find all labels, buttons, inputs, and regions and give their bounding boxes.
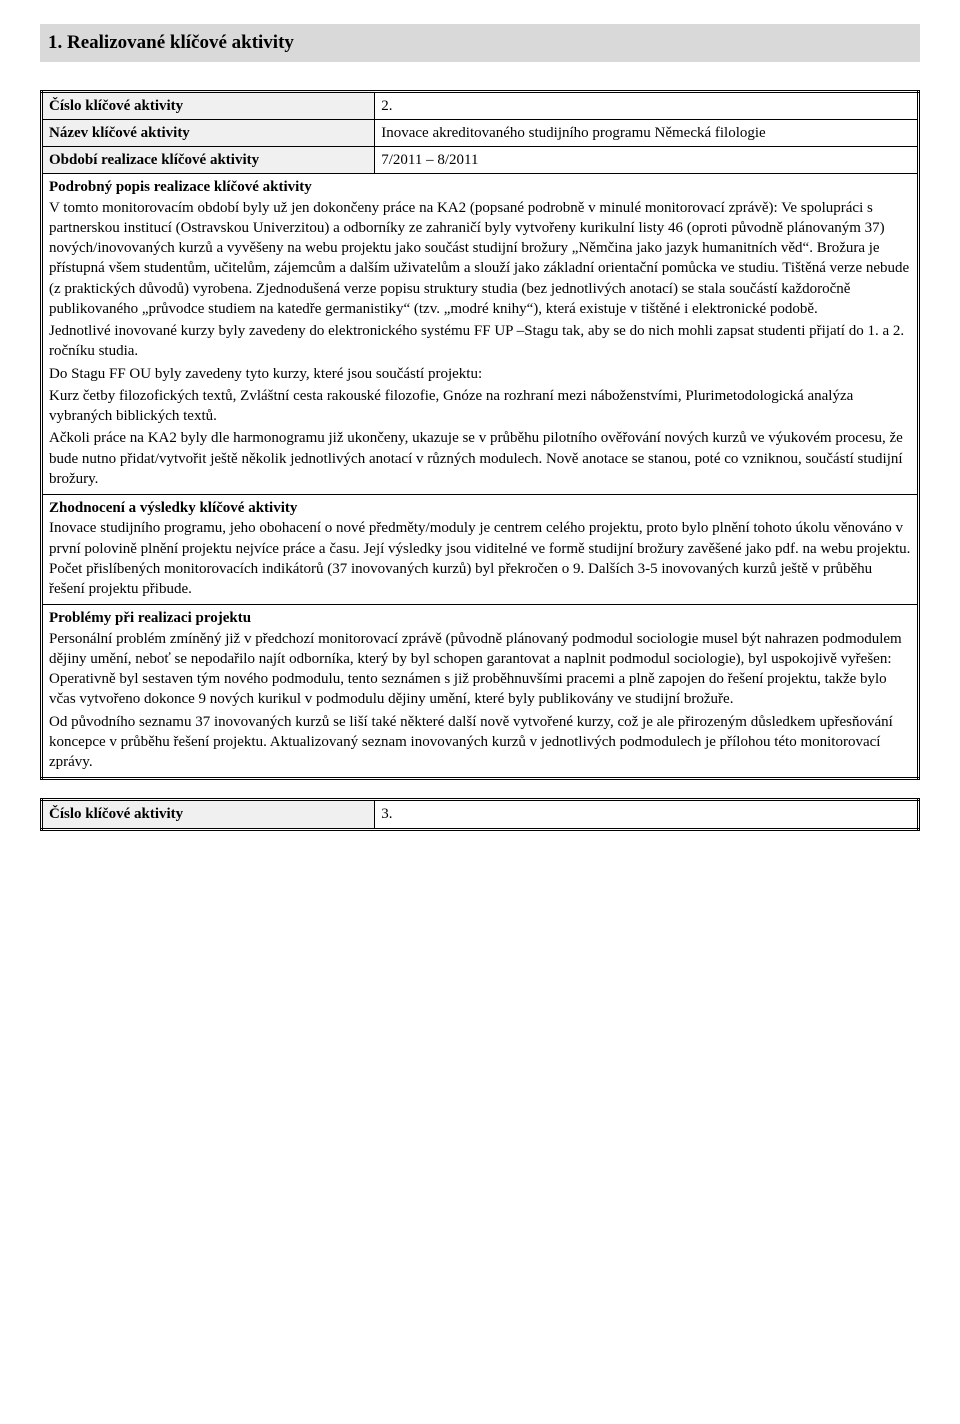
next-number-label: Číslo klíčové aktivity (42, 800, 375, 829)
problems-header: Problémy při realizaci projektu (49, 608, 911, 628)
detailed-paragraph: Do Stagu FF OU byly zavedeny tyto kurzy,… (49, 364, 911, 384)
evaluation-cell: Zhodnocení a výsledky klíčové aktivity I… (42, 495, 919, 605)
period-value: 7/2011 – 8/2011 (375, 147, 919, 174)
problems-cell: Problémy při realizaci projektu Personál… (42, 605, 919, 779)
activity-name-label: Název klíčové aktivity (42, 119, 375, 146)
period-label: Období realizace klíčové aktivity (42, 147, 375, 174)
detailed-description-cell: Podrobný popis realizace klíčové aktivit… (42, 174, 919, 495)
detailed-paragraph: Kurz četby filozofických textů, Zvláštní… (49, 386, 911, 427)
detailed-paragraph: Jednotlivé inovované kurzy byly zavedeny… (49, 321, 911, 362)
section-title: 1. Realizované klíčové aktivity (40, 24, 920, 62)
problems-paragraph: Od původního seznamu 37 inovovaných kurz… (49, 712, 911, 773)
next-number-value: 3. (375, 800, 919, 829)
detailed-paragraph: V tomto monitorovacím období byly už jen… (49, 198, 911, 320)
activity-name-value: Inovace akreditovaného studijního progra… (375, 119, 919, 146)
activity-number-label: Číslo klíčové aktivity (42, 91, 375, 119)
next-activity-row: Číslo klíčové aktivity 3. (40, 798, 920, 830)
eval-header: Zhodnocení a výsledky klíčové aktivity (49, 498, 911, 518)
problems-paragraph: Personální problém zmíněný již v předcho… (49, 629, 911, 710)
detailed-header: Podrobný popis realizace klíčové aktivit… (49, 177, 911, 197)
detailed-paragraph: Ačkoli práce na KA2 byly dle harmonogram… (49, 428, 911, 489)
activity-number-value: 2. (375, 91, 919, 119)
activity-table: Číslo klíčové aktivity 2. Název klíčové … (40, 90, 920, 781)
eval-paragraph: Inovace studijního programu, jeho obohac… (49, 518, 911, 599)
